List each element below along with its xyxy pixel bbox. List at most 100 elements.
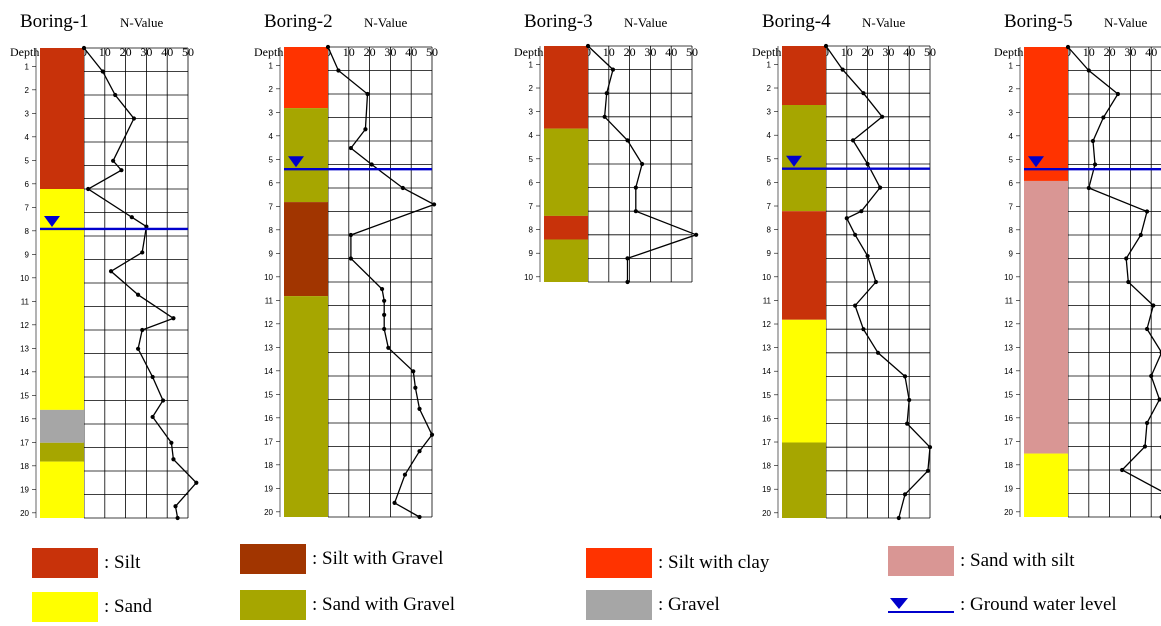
depth-tick-label: 18 bbox=[762, 462, 771, 471]
depth-tick-label: 10 bbox=[762, 273, 771, 282]
depth-tick-label: 19 bbox=[264, 484, 273, 493]
n-value-point bbox=[100, 69, 105, 74]
depth-tick-label: 12 bbox=[1004, 320, 1013, 329]
depth-tick-label: 11 bbox=[1005, 296, 1014, 305]
legend-label-sand-with-silt: : Sand with silt bbox=[960, 550, 1075, 571]
boring-4: Boring-4N-ValueDepth01020304050123456789… bbox=[752, 11, 936, 521]
n-value-point bbox=[850, 138, 856, 143]
n-value-point bbox=[325, 44, 331, 50]
depth-tick-label: 9 bbox=[529, 249, 534, 258]
legend-item-ground-water-level: : Ground water level bbox=[888, 590, 1117, 620]
legend-item-gravel: : Gravel bbox=[586, 590, 720, 620]
n-value-point bbox=[111, 158, 116, 163]
n-value-point bbox=[348, 145, 353, 151]
n-value-point bbox=[1115, 91, 1121, 97]
n-value-point bbox=[417, 406, 422, 411]
soil-layer-sand-with-gravel bbox=[284, 296, 328, 517]
n-value-point bbox=[336, 68, 341, 73]
legend-label-sand: : Sand bbox=[104, 596, 153, 617]
n-value-point bbox=[875, 350, 881, 355]
n-value-point bbox=[431, 202, 437, 207]
n-value-point bbox=[853, 303, 858, 308]
n-value-point bbox=[140, 327, 145, 333]
soil-layer-silt bbox=[544, 215, 588, 240]
depth-tick-label: 4 bbox=[269, 132, 274, 141]
depth-tick-label: 16 bbox=[762, 414, 771, 423]
n-value-point bbox=[171, 316, 176, 321]
n-value-point bbox=[1086, 185, 1091, 191]
depth-tick-label: 9 bbox=[269, 249, 274, 258]
boring-title: Boring-5 bbox=[1004, 11, 1073, 32]
n-value-point bbox=[379, 286, 385, 292]
n-value-point bbox=[348, 232, 353, 238]
depth-tick-label: 1 bbox=[1009, 61, 1014, 70]
n-value-point bbox=[173, 504, 178, 509]
depth-tick-label: 6 bbox=[269, 179, 274, 188]
soil-layer-sand bbox=[1024, 453, 1068, 517]
n-value-point bbox=[392, 500, 397, 505]
n-value-point bbox=[633, 185, 638, 190]
depth-tick-label: 20 bbox=[20, 509, 29, 518]
n-value-point bbox=[108, 269, 114, 274]
n-value-point bbox=[823, 43, 829, 49]
depth-label: Depth bbox=[10, 45, 39, 59]
depth-tick-label: 14 bbox=[1004, 367, 1013, 376]
depth-tick-label: 10 bbox=[524, 273, 533, 282]
depth-tick-label: 16 bbox=[264, 414, 273, 423]
depth-tick-label: 1 bbox=[269, 61, 274, 70]
depth-tick-label: 6 bbox=[1009, 179, 1014, 188]
depth-tick-label: 2 bbox=[529, 84, 534, 93]
n-value-label: N-Value bbox=[364, 15, 408, 30]
soil-layer-sand bbox=[40, 461, 84, 518]
depth-tick-label: 8 bbox=[1009, 226, 1014, 235]
depth-tick-label: 10 bbox=[1004, 273, 1013, 282]
depth-tick-label: 20 bbox=[762, 509, 771, 518]
depth-tick-label: 2 bbox=[269, 85, 274, 94]
n-value-point bbox=[585, 43, 591, 49]
n-value-line bbox=[825, 45, 931, 519]
n-value-point bbox=[1144, 209, 1150, 214]
depth-tick-label: 3 bbox=[1009, 108, 1014, 117]
n-value-label: N-Value bbox=[624, 15, 668, 30]
depth-tick-label: 3 bbox=[767, 108, 772, 117]
depth-tick-label: 4 bbox=[1009, 132, 1014, 141]
depth-tick-label: 8 bbox=[529, 226, 534, 235]
depth-tick-label: 15 bbox=[20, 391, 29, 400]
n-value-point bbox=[382, 326, 387, 332]
n-value-point bbox=[902, 492, 908, 497]
depth-tick-label: 13 bbox=[264, 343, 273, 352]
depth-tick-label: 2 bbox=[767, 84, 772, 93]
depth-tick-label: 13 bbox=[1004, 343, 1013, 352]
depth-tick-label: 14 bbox=[762, 367, 771, 376]
boring-title: Boring-2 bbox=[264, 11, 333, 32]
n-value-point bbox=[413, 385, 418, 390]
depth-tick-label: 14 bbox=[20, 368, 29, 377]
n-value-point bbox=[1124, 256, 1129, 261]
n-value-point bbox=[844, 216, 849, 221]
depth-tick-label: 16 bbox=[1004, 414, 1013, 423]
soil-layer-silt bbox=[782, 46, 826, 105]
n-value-point bbox=[861, 91, 866, 96]
boring-5: Boring-5N-ValueDepth01020304050123456789… bbox=[994, 11, 1161, 520]
depth-tick-label: 17 bbox=[1004, 437, 1013, 446]
depth-label: Depth bbox=[752, 45, 781, 59]
n-value-point bbox=[1119, 467, 1125, 473]
depth-tick-label: 16 bbox=[20, 415, 29, 424]
depth-tick-label: 8 bbox=[25, 227, 30, 236]
n-value-label: N-Value bbox=[862, 15, 906, 30]
n-value-point bbox=[905, 421, 910, 426]
depth-tick-label: 6 bbox=[767, 178, 772, 187]
boring-1: Boring-1N-ValueDepth01020304050123456789… bbox=[10, 11, 199, 521]
depth-tick-label: 17 bbox=[20, 438, 29, 447]
depth-tick-label: 7 bbox=[25, 203, 30, 212]
soil-layer-sand-with-gravel bbox=[544, 128, 588, 216]
legend-item-silt-with-gravel: : Silt with Gravel bbox=[240, 544, 443, 574]
n-value-label: N-Value bbox=[120, 15, 164, 30]
n-value-point bbox=[400, 185, 405, 191]
n-value-point bbox=[150, 414, 155, 420]
n-value-point bbox=[694, 232, 699, 237]
depth-tick-label: 8 bbox=[269, 226, 274, 235]
depth-tick-label: 2 bbox=[1009, 85, 1014, 94]
legend-swatch-silt-with-clay bbox=[586, 548, 652, 578]
depth-tick-label: 11 bbox=[763, 296, 772, 305]
